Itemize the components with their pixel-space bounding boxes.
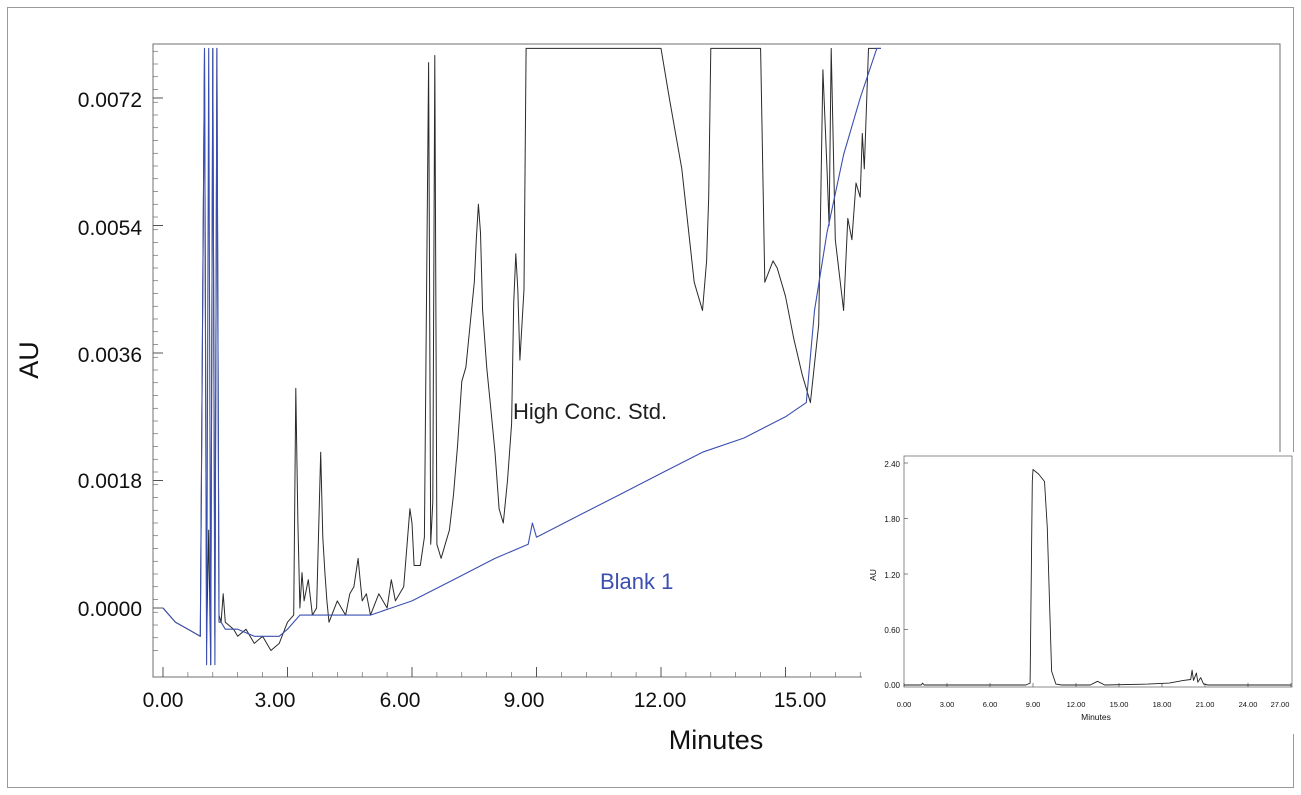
inset-x-tick-label: 0.00 — [897, 700, 912, 709]
figure-frame — [7, 7, 1294, 788]
inset-x-tick-label: 24.00 — [1239, 700, 1258, 709]
annotation-blank-1: Blank 1 — [600, 569, 673, 594]
inset-y-tick-label: 2.40 — [884, 460, 900, 469]
inset-y-axis-title: AU — [868, 569, 878, 581]
inset-x-tick-label: 12.00 — [1067, 700, 1086, 709]
main-major-ticks — [153, 97, 786, 677]
inset-series-group — [904, 469, 1291, 686]
inset-series-line — [904, 469, 1291, 686]
inset-x-tick-label: 6.00 — [983, 700, 998, 709]
main-y-tick-label: 0.0054 — [78, 217, 143, 240]
inset-x-tick-label: 27.00 — [1271, 700, 1290, 709]
series-line-high-conc-std — [162, 47, 881, 666]
main-y-tick-label: 0.0072 — [78, 89, 142, 112]
main-x-axis-title: Minutes — [669, 725, 764, 755]
main-x-tick-label: 9.00 — [504, 689, 545, 712]
inset-y-tick-label: 0.60 — [884, 626, 900, 635]
inset-plot-area — [903, 455, 1293, 688]
inset-x-tick-label: 18.00 — [1153, 700, 1172, 709]
main-x-tick-label: 3.00 — [255, 689, 296, 712]
main-series-group — [162, 47, 881, 666]
main-x-tick-label: 0.00 — [143, 689, 184, 712]
main-y-axis-title: AU — [14, 341, 44, 379]
main-minor-ticks — [153, 50, 861, 677]
inset-x-tick-label: 15.00 — [1110, 700, 1129, 709]
main-x-tick-label: 12.00 — [634, 689, 687, 712]
inset-y-tick-label: 1.20 — [884, 571, 900, 580]
main-y-tick-label: 0.0036 — [78, 344, 142, 367]
inset-x-tick-label: 21.00 — [1196, 700, 1215, 709]
main-x-tick-label: 15.00 — [774, 689, 827, 712]
inset-y-tick-label: 1.80 — [884, 515, 900, 524]
inset-x-tick-label: 3.00 — [940, 700, 955, 709]
inset-x-tick-label: 9.00 — [1026, 700, 1041, 709]
inset-x-axis-title: Minutes — [1081, 712, 1111, 722]
series-line-blank-1 — [162, 47, 881, 666]
main-y-tick-label: 0.0000 — [78, 598, 142, 621]
main-x-tick-label: 6.00 — [380, 689, 421, 712]
inset-y-tick-label: 0.00 — [884, 681, 900, 690]
annotation-high-conc-std: High Conc. Std. — [513, 399, 667, 424]
main-y-tick-label: 0.0018 — [78, 470, 142, 493]
